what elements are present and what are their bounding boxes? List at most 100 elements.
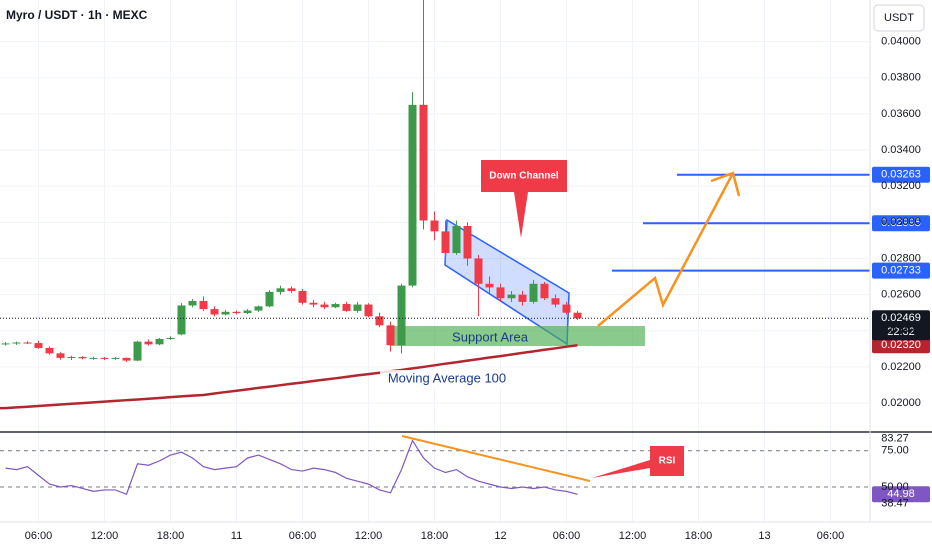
candle-body xyxy=(199,300,208,310)
candle-body xyxy=(243,310,252,314)
candle-body xyxy=(12,342,21,344)
candle-body xyxy=(441,231,450,254)
candle-body xyxy=(265,291,274,307)
price-badge-label: 0.02320 xyxy=(881,339,921,351)
x-tick-label: 12:00 xyxy=(619,530,647,542)
x-tick-label: 12:00 xyxy=(91,530,119,542)
candle-body xyxy=(529,283,538,302)
x-tick-label: 18:00 xyxy=(157,530,185,542)
candle-body xyxy=(67,356,76,358)
candle-body xyxy=(452,225,461,254)
y-tick-label: 0.02800 xyxy=(881,252,921,264)
annotation: Support Area xyxy=(452,329,529,344)
candle-body xyxy=(144,341,153,345)
candle-body xyxy=(100,357,109,359)
candle-body xyxy=(485,283,494,288)
price-badge xyxy=(872,166,930,183)
countdown: 22:32 xyxy=(887,326,915,338)
rsi-range-label: 83.27 xyxy=(881,433,909,445)
price-badge-label: 44.98 xyxy=(887,488,915,500)
rsi-trendline xyxy=(401,435,591,482)
candle-body xyxy=(155,338,164,345)
grid xyxy=(0,0,870,522)
candle-body xyxy=(397,285,406,346)
candle-body xyxy=(111,357,120,359)
candle-body xyxy=(254,306,263,311)
candle-body xyxy=(386,325,395,346)
candle-body xyxy=(287,288,296,292)
candle-body xyxy=(331,304,340,308)
y-tick-label: 0.02200 xyxy=(881,361,921,373)
x-tick-label: 18:00 xyxy=(685,530,713,542)
annotation: RSI xyxy=(659,456,676,467)
candle-body xyxy=(408,104,417,286)
candle-body xyxy=(375,316,384,326)
price-badge-label: 0.02733 xyxy=(881,264,921,276)
x-tick-label: 06:00 xyxy=(289,530,317,542)
y-tick-label: 0.03600 xyxy=(881,108,921,120)
price-badge xyxy=(872,337,930,354)
candle-body xyxy=(45,347,54,354)
candle-body xyxy=(78,356,87,359)
candle-body xyxy=(474,258,483,284)
x-tick-label: 13 xyxy=(758,530,770,542)
y-tick-label: 0.03000 xyxy=(881,216,921,228)
price-badge xyxy=(872,262,930,279)
annotation: Moving Average 100 xyxy=(388,370,506,385)
price-labels: 0.03263 0.02995 0.02733 0.02320 0.02469 22:32… xyxy=(872,166,930,503)
candle-body xyxy=(430,220,439,232)
price-badge xyxy=(872,486,930,503)
arrow-head xyxy=(710,171,741,197)
price-badge-label: 0.02469 xyxy=(881,312,921,324)
y-tick-label: 0.04000 xyxy=(881,35,921,47)
candle-body xyxy=(1,343,10,345)
x-tick-label: 18:00 xyxy=(421,530,449,542)
x-tick-label: 06:00 xyxy=(817,530,845,542)
price-badge xyxy=(872,215,930,232)
y-tick-label: 0.02600 xyxy=(881,289,921,301)
candle-body xyxy=(507,294,516,299)
candle-body xyxy=(551,298,560,305)
price-badge-label: 0.02995 xyxy=(881,217,921,229)
candle-body xyxy=(210,309,219,315)
rsi-line xyxy=(5,439,578,496)
candle-body xyxy=(122,357,131,361)
candle-body xyxy=(56,353,65,358)
annotation: Down Channel xyxy=(489,171,559,182)
currency-button[interactable] xyxy=(873,4,925,32)
candle-body xyxy=(298,291,307,303)
marks xyxy=(0,0,870,496)
x-tick-label: 06:00 xyxy=(25,530,53,542)
candle-body xyxy=(342,304,351,311)
price-badge-label: 0.03263 xyxy=(881,169,921,181)
y-tick-label: 0.02000 xyxy=(881,397,921,409)
currency[interactable]: USDT xyxy=(884,12,914,24)
candle-body xyxy=(320,304,329,308)
chart-title: Myro / USDT · 1h · MEXC xyxy=(6,8,148,22)
y-tick-label: 0.02400 xyxy=(881,325,921,337)
candle-body xyxy=(221,311,230,315)
candle-body xyxy=(276,288,285,292)
candle-body xyxy=(573,312,582,319)
candle-body xyxy=(188,300,197,306)
y-tick-label: 0.03200 xyxy=(881,180,921,192)
candle-body xyxy=(232,311,241,314)
candle-body xyxy=(89,357,98,359)
candle-body xyxy=(518,294,527,302)
x-tick-label: 12 xyxy=(494,530,506,542)
x-tick-label: 11 xyxy=(231,530,242,542)
candle-body xyxy=(309,302,318,305)
x-tick-label: 12:00 xyxy=(355,530,383,542)
label-bg xyxy=(380,370,514,388)
candle-body xyxy=(133,341,142,361)
rsi-tick-label: 75.00 xyxy=(881,445,909,457)
y-tick-label: 0.03800 xyxy=(881,72,921,84)
candle-body xyxy=(34,343,43,348)
rsi-tick-label: 50.00 xyxy=(881,481,909,493)
candle-body xyxy=(419,104,428,221)
y-tick-label: 0.03400 xyxy=(881,144,921,156)
rsi-range-label: 38.47 xyxy=(881,498,909,510)
